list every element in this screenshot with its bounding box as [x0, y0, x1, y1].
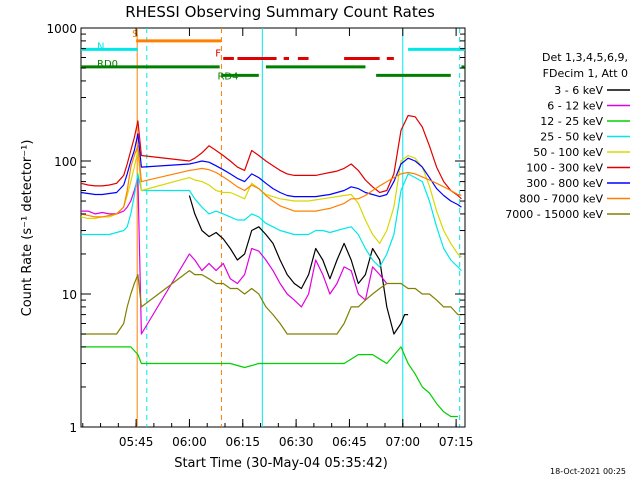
legend-label-8: 7000 - 15000 keV [505, 208, 603, 221]
vertical-markers [136, 28, 461, 427]
footer-date: 18-Oct-2021 00:25 [550, 467, 626, 476]
y-tick-label-3: 1000 [46, 22, 77, 36]
axis-ticks: 05:45 06:00 06:15 06:30 06:45 07:00 07:15 1 10 10… [46, 22, 473, 449]
plot-frame [80, 27, 466, 428]
state-bar-label-f: F [215, 48, 221, 59]
series-line-2 [81, 346, 458, 418]
state-bar-label-rd4: RD4 [217, 71, 238, 82]
chart-title: RHESSI Observing Summary Count Rates [125, 3, 435, 21]
series-line-3 [81, 173, 462, 272]
legend-label-6: 300 - 800 keV [526, 177, 603, 190]
legend-label-0: 3 - 6 keV [554, 84, 603, 97]
y-tick-label-0: 1 [69, 421, 77, 435]
series-line-1 [81, 177, 388, 335]
series-lines [80, 114, 462, 418]
legend-label-2: 12 - 25 keV [540, 115, 603, 128]
state-bars: S N F RD0 RD4 [81, 29, 465, 82]
series-line-6 [80, 133, 462, 208]
plot-area [80, 27, 466, 428]
y-axis-label: Count Rate (s⁻¹ detector⁻¹) [20, 140, 35, 317]
legend-header-line-1: Det 1,3,4,5,6,9, [542, 51, 628, 64]
legend-header-line-2: FDecim 1, Att 0 [543, 67, 628, 80]
legend-label-7: 800 - 7000 keV [519, 193, 603, 206]
legend-label-5: 100 - 300 keV [526, 162, 603, 175]
x-tick-label-4: 06:45 [332, 435, 367, 449]
x-tick-label-0: 05:45 [119, 435, 154, 449]
series-line-5 [80, 114, 462, 200]
state-bar-label-s: S [132, 29, 138, 40]
x-tick-label-5: 07:00 [385, 435, 420, 449]
series-line-0 [188, 195, 409, 335]
state-bar-label-n: N [97, 41, 104, 52]
series-line-4 [80, 149, 462, 258]
x-tick-label-6: 07:15 [439, 435, 474, 449]
legend-label-4: 50 - 100 keV [533, 146, 603, 159]
x-axis-label: Start Time (30-May-04 05:35:42) [174, 456, 388, 471]
y-tick-label-2: 100 [54, 155, 77, 169]
x-tick-label-3: 06:30 [279, 435, 314, 449]
legend: Det 1,3,4,5,6,9, FDecim 1, Att 0 3 - 6 k… [505, 51, 630, 221]
x-tick-label-2: 06:15 [225, 435, 260, 449]
state-bar-label-rd0: RD0 [97, 59, 118, 70]
series-line-8 [81, 270, 462, 335]
legend-label-3: 25 - 50 keV [540, 131, 603, 144]
y-tick-label-1: 10 [62, 288, 77, 302]
series-line-7 [80, 145, 462, 218]
legend-label-1: 6 - 12 keV [547, 100, 603, 113]
x-tick-label-1: 06:00 [172, 435, 207, 449]
